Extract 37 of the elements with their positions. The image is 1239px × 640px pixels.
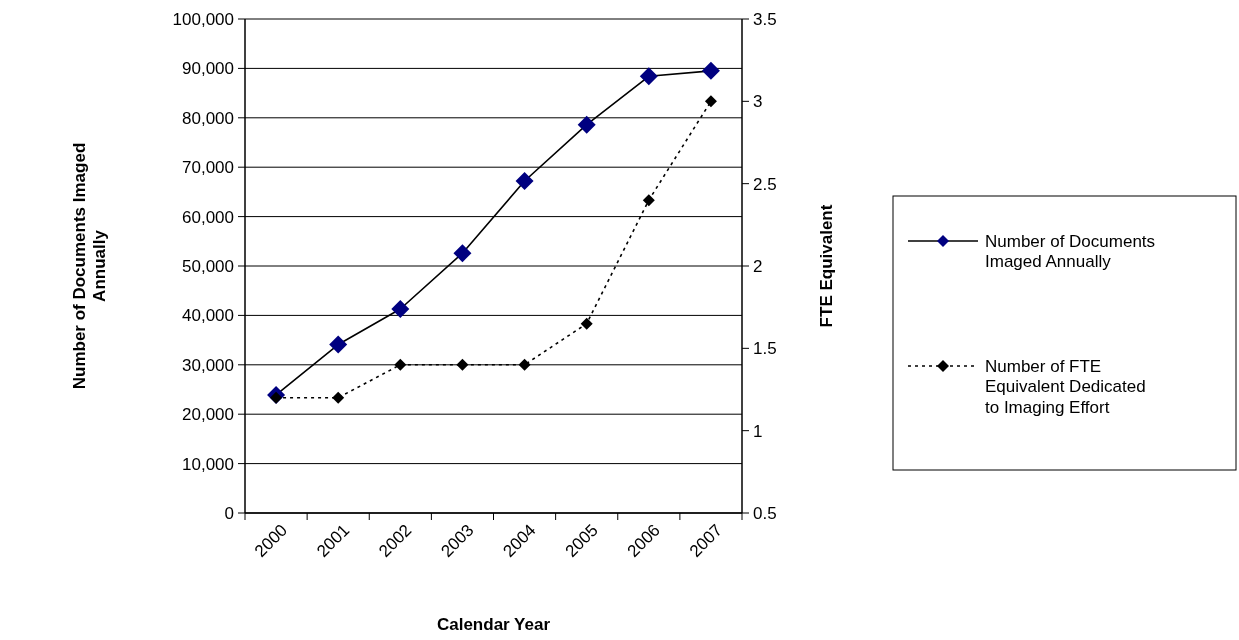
y2-tick-label: 2 (753, 256, 763, 276)
y-tick-label: 50,000 (182, 256, 234, 276)
point (642, 194, 655, 207)
y-tick-label: 40,000 (182, 306, 234, 326)
x-axis-title: Calendar Year (436, 615, 551, 634)
point (639, 67, 658, 86)
y2-axis-title: FTE Equivalent (817, 204, 836, 328)
point (453, 244, 472, 263)
y2-tick-label: 2.5 (753, 174, 777, 194)
point (577, 115, 596, 134)
y2-tick-label: 1.5 (753, 339, 777, 359)
point (456, 358, 469, 371)
y2-tick-label: 3.5 (753, 9, 777, 29)
y-tick-label: 90,000 (182, 59, 234, 79)
y-tick-label: 80,000 (182, 108, 234, 128)
y-tick-label: 70,000 (182, 158, 234, 178)
point (329, 335, 348, 354)
point (332, 391, 345, 404)
y2-tick-label: 0.5 (753, 503, 777, 523)
point (580, 317, 593, 330)
point (394, 358, 407, 371)
legend-label: Number of Documents Imaged Annually (985, 231, 1156, 272)
y-tick-label: 30,000 (182, 355, 234, 375)
y-axis-title: Number of Documents Imaged Annually (69, 142, 110, 390)
y-tick-label: 20,000 (182, 405, 234, 425)
legend-label: Number of FTE Equivalent Dedicated to Imaging Effort (985, 356, 1146, 417)
point (704, 95, 717, 108)
y-tick-label: 0 (224, 503, 234, 523)
y-tick-label: 60,000 (182, 207, 234, 227)
point (518, 358, 531, 371)
point (515, 172, 534, 191)
y2-tick-label: 1 (753, 421, 763, 441)
point (701, 61, 720, 80)
y-tick-label: 100,000 (172, 9, 234, 29)
y-tick-label: 10,000 (182, 454, 234, 474)
y2-tick-label: 3 (753, 92, 763, 112)
point (391, 299, 410, 318)
